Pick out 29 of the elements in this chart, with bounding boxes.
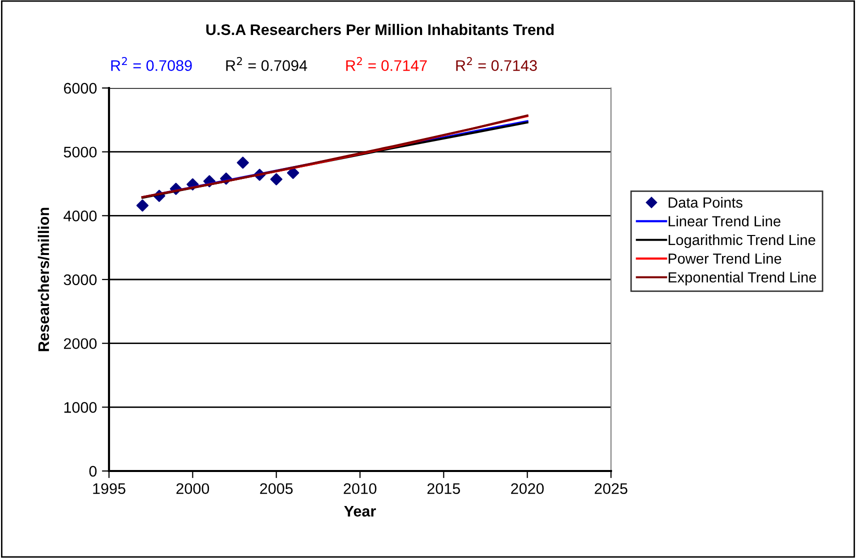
y-tick-label: 6000	[64, 82, 97, 94]
x-tick-label: 1995	[93, 483, 126, 494]
text: R$^{2}$ = 0.7143	[456, 57, 537, 71]
x-tick-label: 2015	[427, 483, 460, 494]
y-tick-label: 5000	[64, 146, 97, 158]
x-tick-label: 2000	[176, 483, 210, 494]
legend-label: Power Trend Line	[668, 253, 782, 264]
chart-title: U.S.A Researchers Per Million Inhabitants Trend	[206, 24, 554, 36]
point	[236, 156, 249, 169]
y-tick-label: 3000	[64, 274, 97, 286]
y-tick-label: 4000	[64, 210, 97, 222]
legend-label: Logarithmic Trend Line	[668, 234, 816, 248]
text: R$^{2}$ = 0.7147	[346, 57, 427, 71]
point	[136, 199, 149, 212]
y-tick-label: 0	[89, 466, 97, 477]
x-tick-label: 2025	[594, 483, 628, 494]
legend-label: Data Points	[668, 197, 742, 208]
x-tick-label: 2010	[344, 483, 376, 494]
legend-label: Linear Trend Line	[668, 216, 780, 226]
x-tick-label: 2005	[260, 483, 293, 494]
point	[270, 173, 282, 186]
y-axis-title: Researchers/million	[38, 208, 50, 352]
text: R$^{2}$ = 0.7089	[111, 57, 192, 71]
x-axis-title: Year	[344, 506, 376, 517]
y-tick-label: 1000	[64, 402, 97, 413]
x-tick-label: 2020	[511, 483, 544, 494]
y-tick-label: 2000	[64, 338, 97, 350]
text: R$^{2}$ = 0.7094	[226, 57, 308, 71]
legend-label: Exponential Trend Line	[668, 272, 816, 286]
